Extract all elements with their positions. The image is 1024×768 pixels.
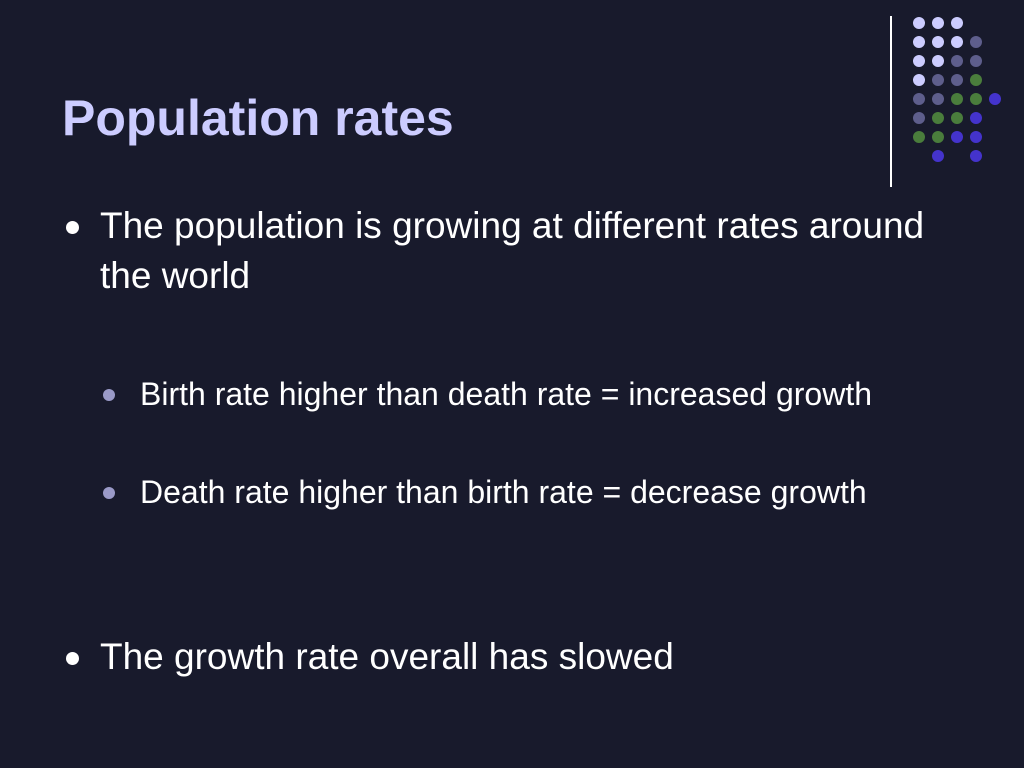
decorative-dot <box>970 131 982 143</box>
slide-title: Population rates <box>62 90 454 146</box>
decorative-dot <box>932 150 944 162</box>
decorative-dot <box>932 93 944 105</box>
decorative-dot <box>970 55 982 67</box>
bullet-marker-icon <box>66 652 79 665</box>
bullet-item: The population is growing at different r… <box>100 205 925 296</box>
decorative-dot <box>989 93 1001 105</box>
decorative-dot <box>951 55 963 67</box>
decorative-dot <box>932 36 944 48</box>
decorative-dot <box>913 112 925 124</box>
decorative-dot <box>932 55 944 67</box>
decorative-dot <box>932 17 944 29</box>
title-divider-line <box>890 16 892 187</box>
decorative-dot <box>913 36 925 48</box>
bullet-item: The growth rate overall has slowed <box>100 636 674 677</box>
decorative-dot <box>932 131 944 143</box>
decorative-dot <box>913 55 925 67</box>
decorative-dot <box>913 93 925 105</box>
decorative-dot <box>951 36 963 48</box>
decorative-dot <box>951 112 963 124</box>
decorative-dot <box>951 93 963 105</box>
decorative-dot <box>951 131 963 143</box>
decorative-dot <box>970 74 982 86</box>
decorative-dot <box>913 17 925 29</box>
decorative-dot <box>913 131 925 143</box>
sub-bullet-item: Birth rate higher than death rate = incr… <box>140 376 872 412</box>
decorative-dot <box>970 93 982 105</box>
sub-bullet-marker-icon <box>103 487 115 499</box>
bullet-marker-icon <box>66 221 79 234</box>
decorative-dot <box>970 150 982 162</box>
decorative-dot <box>951 74 963 86</box>
decorative-dot <box>951 17 963 29</box>
decorative-dot <box>970 112 982 124</box>
decorative-dot <box>932 74 944 86</box>
decorative-dot <box>970 36 982 48</box>
decorative-dot <box>913 74 925 86</box>
decorative-dot <box>932 112 944 124</box>
sub-bullet-marker-icon <box>103 389 115 401</box>
sub-bullet-item: Death rate higher than birth rate = decr… <box>140 474 867 510</box>
